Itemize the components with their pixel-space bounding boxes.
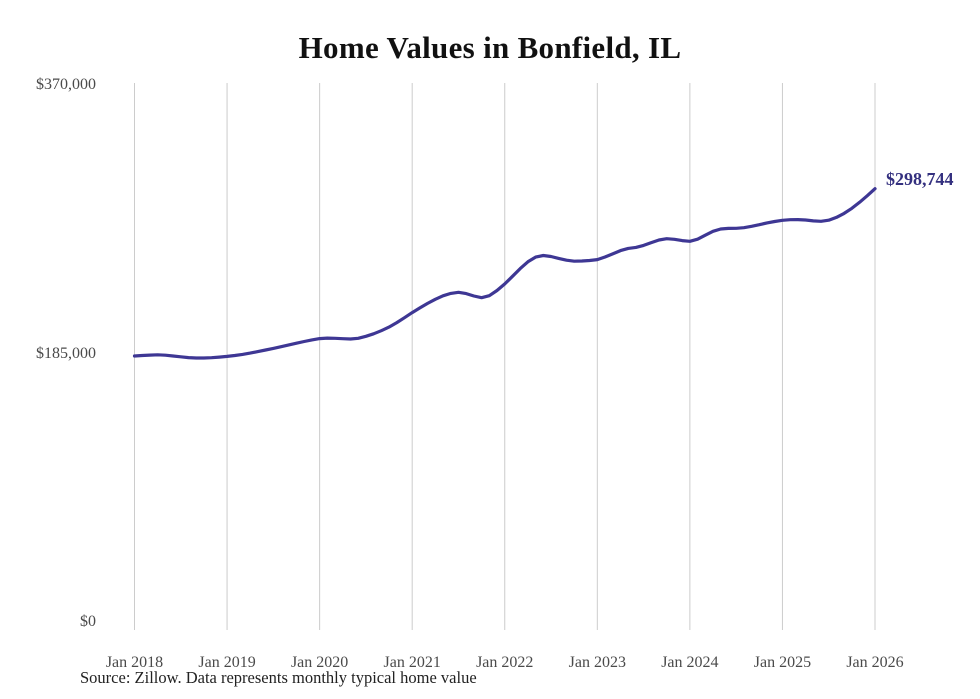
y-tick-label: $370,000	[36, 76, 96, 94]
x-tick-label: Jan 2023	[569, 654, 626, 671]
x-tick-label: Jan 2019	[198, 654, 255, 671]
x-tick-label: Jan 2024	[661, 654, 718, 671]
x-tick-label: Jan 2018	[106, 654, 163, 671]
source-note: Source: Zillow. Data represents monthly …	[80, 668, 477, 687]
x-tick-label: Jan 2025	[754, 654, 811, 671]
chart-title: Home Values in Bonfield, IL	[298, 30, 682, 65]
x-tick-label: Jan 2022	[476, 654, 533, 671]
x-tick-label: Jan 2021	[384, 654, 441, 671]
x-tick-label: Jan 2020	[291, 654, 348, 671]
x-tick-label: Jan 2026	[846, 654, 903, 671]
y-tick-label: $0	[80, 612, 96, 630]
y-tick-label: $185,000	[36, 344, 96, 362]
end-value-label: $298,744	[886, 169, 954, 189]
home-value-line	[132, 187, 877, 360]
